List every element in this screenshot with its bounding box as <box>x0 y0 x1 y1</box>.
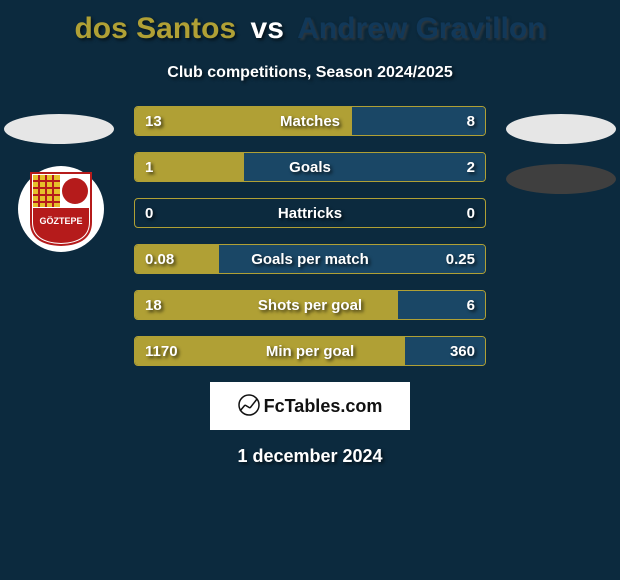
player1-avatar-placeholder <box>4 114 114 144</box>
player2-name: Andrew Gravillon <box>297 12 545 45</box>
vs-label: vs <box>251 12 284 45</box>
stat-row: 12Goals <box>134 152 486 182</box>
brand-logo-icon <box>238 394 260 419</box>
stat-label: Matches <box>135 107 485 135</box>
brand-text: FcTables.com <box>264 396 383 417</box>
player1-club-crest: GÖZTEPE <box>18 166 104 252</box>
player2-club-placeholder <box>506 164 616 194</box>
stat-row: 1170360Min per goal <box>134 336 486 366</box>
stat-row: 0.080.25Goals per match <box>134 244 486 274</box>
player2-avatar-placeholder <box>506 114 616 144</box>
stat-row: 00Hattricks <box>134 198 486 228</box>
comparison-rows: GÖZTEPE 138Matches 12Goals 00Hattricks 0.08… <box>0 106 620 376</box>
comparison-card: dos Santos vs Andrew Gravillon Club comp… <box>0 0 620 580</box>
brand-badge: FcTables.com <box>210 382 410 430</box>
svg-text:GÖZTEPE: GÖZTEPE <box>39 216 82 226</box>
stat-row: 186Shots per goal <box>134 290 486 320</box>
stat-label: Goals per match <box>135 245 485 273</box>
stat-label: Shots per goal <box>135 291 485 319</box>
player1-name: dos Santos <box>74 12 236 45</box>
stat-row: 138Matches <box>134 106 486 136</box>
goztepe-crest-icon: GÖZTEPE <box>30 172 92 246</box>
stat-label: Hattricks <box>135 199 485 227</box>
date-label: 1 december 2024 <box>0 446 620 467</box>
stat-label: Min per goal <box>135 337 485 365</box>
subtitle: Club competitions, Season 2024/2025 <box>0 64 620 82</box>
stat-label: Goals <box>135 153 485 181</box>
page-title: dos Santos vs Andrew Gravillon <box>0 0 620 46</box>
